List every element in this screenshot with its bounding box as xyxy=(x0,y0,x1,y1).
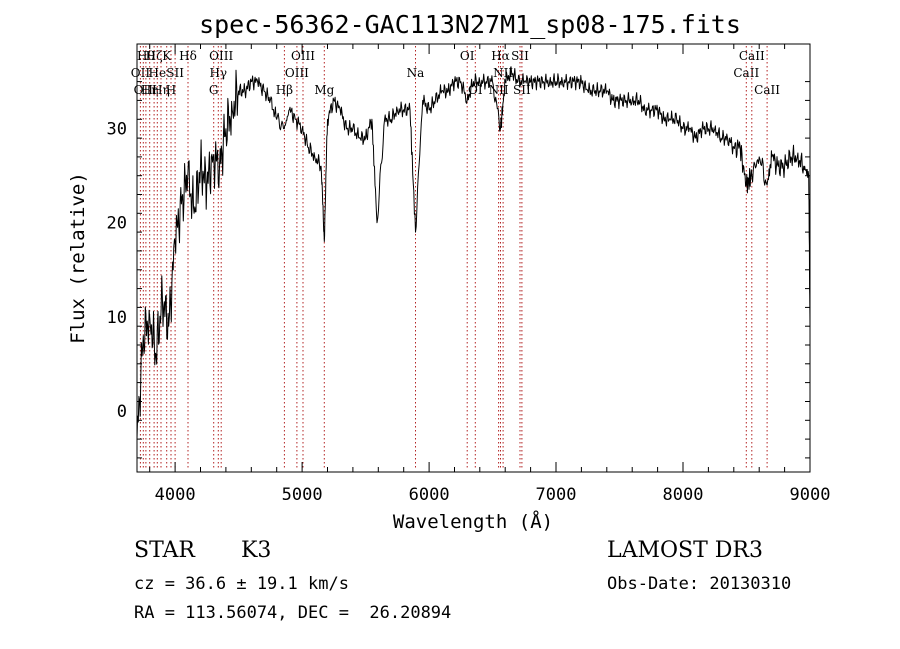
y-axis: 0 10 20 30 xyxy=(107,81,810,459)
line-label: Na xyxy=(407,66,425,80)
plot-frame xyxy=(136,43,811,473)
line-label: OII xyxy=(131,66,151,80)
x-tick-label: 6000 xyxy=(409,485,450,505)
survey-name: LAMOST DR3 xyxy=(607,538,763,563)
object-class: STAR xyxy=(134,538,195,563)
line-label: Hη xyxy=(152,83,170,97)
object-subclass: K3 xyxy=(241,538,272,563)
line-label: Hθ xyxy=(137,49,155,63)
x-axis: 4000 5000 6000 7000 8000 9000 xyxy=(149,44,831,505)
y-axis-label: Flux (relative) xyxy=(67,172,89,344)
y-tick-label: 30 xyxy=(107,120,127,140)
line-label: OIII xyxy=(291,49,315,63)
x-tick-label: 9000 xyxy=(790,485,831,505)
line-label: K xyxy=(162,49,172,63)
line-label: H xyxy=(166,83,176,97)
line-label: OIII xyxy=(209,49,233,63)
line-label: CaII xyxy=(754,83,780,97)
x-tick-label: 8000 xyxy=(663,485,704,505)
line-label: NII xyxy=(489,83,509,97)
y-tick-label: 0 xyxy=(117,402,127,422)
y-tick-label: 10 xyxy=(107,308,127,328)
x-tick-label: 7000 xyxy=(536,485,577,505)
x-axis-label: Wavelength (Å) xyxy=(393,510,553,533)
line-label: Hα xyxy=(491,49,510,63)
y-tick-label: 20 xyxy=(107,214,127,234)
line-label: CaII xyxy=(733,66,759,80)
line-label: Hβ xyxy=(276,83,293,97)
observation-date: Obs-Date: 20130310 xyxy=(607,574,792,594)
line-label: OIII xyxy=(285,66,309,80)
line-label: OI xyxy=(460,49,475,63)
line-label: SII xyxy=(511,49,529,63)
line-label: He xyxy=(149,66,167,80)
line-label: SII xyxy=(166,66,184,80)
spectrum-line xyxy=(136,66,811,440)
line-label: Mg xyxy=(314,83,334,97)
velocity-readout: cz = 36.6 ± 19.1 km/s xyxy=(134,574,349,594)
line-label: G xyxy=(209,83,219,97)
line-label: Hγ xyxy=(209,66,227,80)
emission-line-markers: OIIOIIHθHηHζHeHηKHSIIHδGHγOIIIHβOIIIOIII… xyxy=(131,46,780,470)
chart-title: spec-56362-GAC113N27M1_sp08-175.fits xyxy=(199,10,741,39)
spectrum-series xyxy=(136,66,811,440)
line-label: OII xyxy=(134,83,154,97)
line-label: CaII xyxy=(739,49,765,63)
line-label: Hζ xyxy=(146,49,163,63)
line-label: Hδ xyxy=(179,49,197,63)
x-tick-label: 4000 xyxy=(155,485,196,505)
x-tick-label: 5000 xyxy=(282,485,323,505)
coordinates-readout: RA = 113.56074, DEC = 26.20894 xyxy=(134,603,452,623)
line-label: SII xyxy=(513,83,531,97)
